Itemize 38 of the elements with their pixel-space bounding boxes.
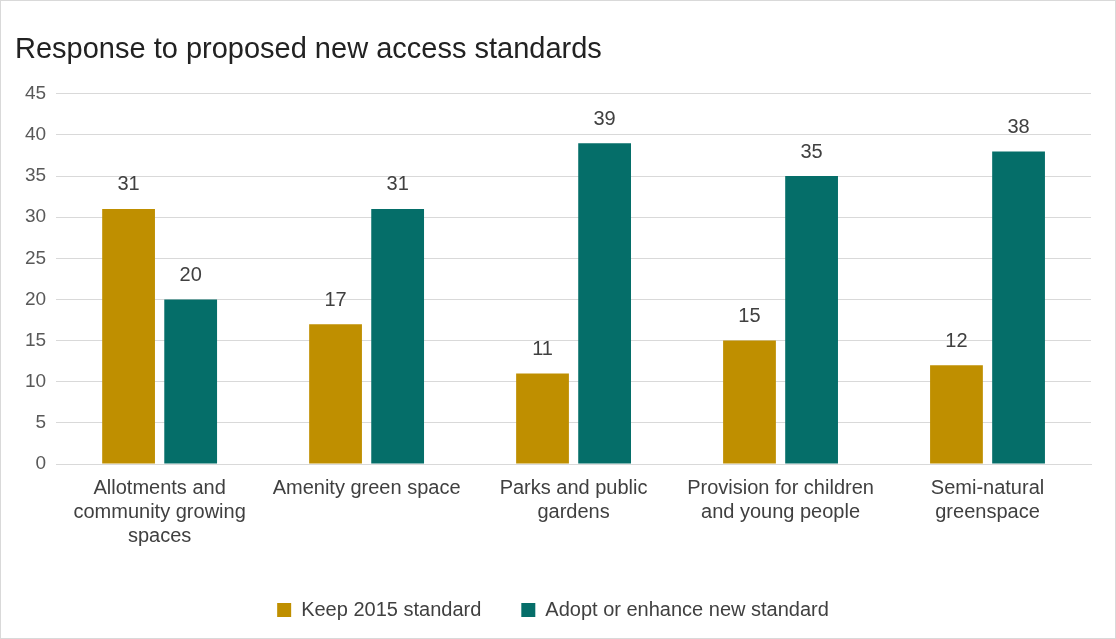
legend-label: Keep 2015 standard	[301, 597, 482, 620]
data-label: 12	[945, 328, 968, 351]
x-tick-label: Parks and public gardens	[499, 475, 648, 522]
y-tick-label: 5	[35, 411, 47, 433]
bar	[930, 365, 983, 464]
y-tick-label: 35	[24, 164, 47, 186]
data-label: 17	[324, 287, 347, 310]
bar	[102, 208, 155, 464]
bar	[516, 373, 569, 464]
bar	[164, 299, 218, 464]
y-tick-label: 0	[35, 452, 47, 474]
data-label: 20	[179, 262, 202, 285]
legend-label: Adopt or enhance new standard	[545, 597, 829, 620]
bar	[785, 176, 838, 464]
bar	[578, 143, 631, 464]
chart-title: Response to proposed new access standards	[15, 32, 602, 65]
data-label: 11	[532, 337, 553, 360]
y-tick-label: 40	[24, 123, 47, 145]
bar	[723, 340, 776, 464]
data-label: 39	[593, 106, 616, 129]
y-tick-label: 20	[24, 287, 47, 309]
data-label: 31	[117, 172, 140, 195]
y-tick-label: 30	[24, 205, 47, 227]
data-label: 31	[386, 172, 409, 195]
y-tick-label: 25	[24, 246, 47, 268]
data-label: 15	[738, 304, 761, 327]
y-tick-label: 10	[24, 369, 47, 391]
x-tick-label: Semi-natural greenspace	[930, 475, 1045, 522]
y-tick-label: 15	[24, 328, 47, 350]
data-label: 35	[800, 139, 823, 162]
y-tick-label: 45	[24, 82, 47, 104]
x-tick-label: Provision for children and young people	[687, 475, 874, 522]
data-label: 38	[1007, 114, 1030, 137]
bar	[309, 324, 362, 464]
x-tick-label: Amenity green space	[272, 475, 461, 498]
x-tick-label: Allotments and community growing spaces	[73, 475, 246, 546]
bar	[371, 208, 425, 464]
bar	[992, 151, 1045, 464]
